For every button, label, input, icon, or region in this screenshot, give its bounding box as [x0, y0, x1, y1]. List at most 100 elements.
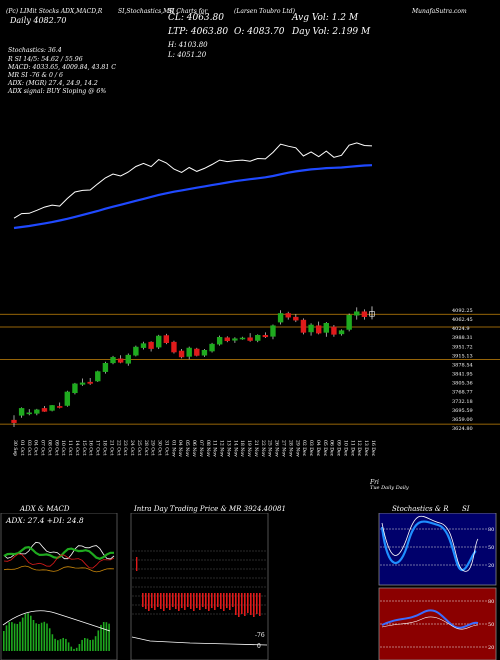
candle — [79, 378, 86, 386]
intraday-label-76: -76 — [255, 632, 265, 639]
intraday-bar — [163, 593, 165, 611]
date-axis-label: 07 Oct — [40, 440, 46, 456]
price-axis-label: 3659.00 — [452, 417, 473, 423]
stoch-panel-title-b: SI — [462, 505, 470, 513]
macd-line — [2, 610, 111, 632]
date-axis: 30 Sep 01 Oct 03 Oct 04 Oct 07 Oct 08 Oct 09 O… — [12, 440, 376, 457]
price-axis-label: 3841.95 — [452, 372, 473, 378]
candle — [369, 306, 375, 320]
header-sub-left: Daily 4082.70 — [10, 16, 67, 25]
date-axis-label: 04 Nov — [177, 440, 183, 457]
candle — [41, 405, 48, 412]
intraday-bar — [229, 593, 231, 610]
intraday-bar — [205, 593, 207, 609]
candle — [247, 333, 253, 342]
candle — [34, 408, 40, 416]
intraday-bar — [253, 593, 255, 617]
intraday-label-0: 0 — [257, 643, 261, 650]
macd-bar — [32, 619, 35, 651]
candle — [140, 341, 147, 350]
avg-volume: Avg Vol: 1.2 M — [292, 13, 359, 23]
ma-line — [13, 164, 373, 230]
macd-bar — [27, 613, 29, 651]
candle — [57, 402, 63, 409]
intraday-panel: -76 0 — [130, 513, 269, 660]
macd-bar — [54, 638, 56, 651]
candle — [194, 347, 200, 357]
candle — [262, 332, 269, 339]
candle — [95, 370, 101, 382]
macd-bar — [19, 621, 21, 651]
rsi-level-label: 20 — [488, 645, 494, 651]
macd-bar — [38, 623, 40, 651]
macd-bar — [94, 636, 97, 651]
price-axis-label: 3988.31 — [452, 335, 473, 341]
open-price: O: 4083.70 — [234, 27, 285, 37]
candle — [64, 390, 71, 407]
intraday-bar — [151, 593, 153, 608]
candle — [102, 361, 109, 374]
intraday-bar — [136, 557, 138, 571]
macd-bar — [102, 622, 105, 651]
candle — [125, 353, 131, 366]
date-axis-label: 29 Nov — [294, 440, 300, 457]
date-axis-label: 10 Dec — [342, 440, 348, 457]
macd-bar — [86, 638, 89, 651]
intraday-bar — [217, 593, 219, 607]
mr-value: MR SI -76 & 0 / 6 — [8, 72, 63, 79]
candle — [346, 313, 352, 332]
intraday-bar — [199, 593, 201, 610]
candle — [308, 323, 314, 336]
macd-bar — [65, 638, 67, 651]
candle — [72, 382, 78, 395]
macd-bar — [89, 640, 91, 651]
intraday-bar — [160, 593, 162, 609]
date-axis-label: 27 Nov — [281, 440, 287, 457]
adx-panel-title: ADX & MACD — [20, 505, 70, 513]
intraday-bar — [142, 593, 144, 607]
candle — [178, 349, 185, 359]
intraday-bar — [214, 593, 216, 610]
footer-label-b: Tue Daily Daily — [370, 485, 409, 491]
date-axis-label: 23 Oct — [122, 440, 128, 456]
candle — [26, 409, 32, 416]
date-axis-label: 16 Dec — [370, 440, 376, 457]
price-axis-label: 3768.77 — [452, 390, 473, 396]
date-axis-label: 14 Nov — [232, 440, 238, 457]
date-axis-label: 25 Oct — [136, 440, 142, 456]
header-left-a: (Pc) LIMit Stocks ADX,MACD,R — [6, 8, 103, 15]
candle — [361, 309, 368, 320]
date-axis-label: 13 Dec — [363, 440, 369, 457]
macd-bar — [3, 631, 5, 651]
candle — [323, 322, 329, 337]
price-axis-label: 3915.13 — [452, 353, 473, 359]
rsi-level-label: 50 — [488, 622, 494, 628]
intraday-bar — [187, 593, 189, 607]
date-axis-label: 11 Dec — [349, 440, 355, 457]
intraday-bar — [235, 593, 237, 615]
date-axis-label: 28 Nov — [287, 440, 293, 457]
macd-bar — [16, 623, 19, 651]
intraday-bar — [181, 593, 183, 608]
candle — [300, 318, 307, 335]
price-axis-label: 4062.45 — [452, 317, 473, 323]
upper-indicator-lines — [13, 142, 373, 230]
macd-bar — [84, 637, 86, 651]
macd-bar — [62, 637, 64, 651]
low-price: L: 4051.20 — [168, 51, 207, 59]
macd-bar — [100, 624, 102, 651]
candle — [277, 310, 284, 325]
mr-line — [131, 636, 268, 646]
header-left-b: SI,Stochastics,MR — [118, 8, 174, 15]
macd-bar — [57, 640, 59, 651]
macd-value: MACD: 4033.65, 4009.84, 43.81 C — [8, 64, 117, 71]
intraday-bar — [250, 593, 252, 615]
candle — [11, 415, 17, 428]
date-axis-label: 06 Nov — [191, 440, 197, 457]
candle — [354, 307, 360, 320]
date-axis-label: 22 Oct — [115, 440, 121, 456]
intraday-bar — [256, 593, 258, 614]
intraday-bar — [148, 593, 150, 611]
candle — [87, 378, 93, 385]
date-axis-label: 19 Nov — [246, 440, 252, 457]
